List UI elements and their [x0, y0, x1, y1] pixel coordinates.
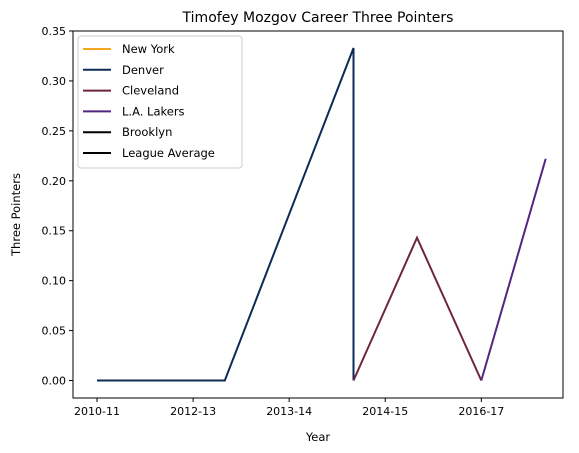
x-tick-label: 2010-11	[74, 405, 120, 418]
y-axis-label: Three Pointers	[9, 173, 23, 257]
y-tick-label: 0.05	[42, 325, 67, 338]
x-tick-label: 2013-14	[266, 405, 312, 418]
y-tick-label: 0.25	[42, 125, 67, 138]
legend-entry-label: Cleveland	[122, 84, 179, 98]
y-tick-label: 0.00	[42, 375, 67, 388]
series-line-denver	[97, 47, 355, 382]
x-tick-label: 2016-17	[458, 405, 504, 418]
y-tick-label: 0.30	[42, 75, 67, 88]
legend-entry-label: Brooklyn	[122, 125, 172, 139]
y-tick-label: 0.10	[42, 275, 67, 288]
y-tick-label: 0.35	[42, 25, 67, 38]
chart-title: Timofey Mozgov Career Three Pointers	[182, 10, 454, 26]
legend-entry-label: L.A. Lakers	[122, 104, 185, 118]
x-tick-label: 2014-15	[362, 405, 408, 418]
x-tick-label: 2012-13	[170, 405, 216, 418]
legend-entry-label: Denver	[122, 63, 164, 77]
series-lines	[97, 47, 547, 382]
y-tick-label: 0.20	[42, 175, 67, 188]
legend-entry-label: League Average	[122, 146, 215, 160]
legend: New York Denver Cleveland L.A. Lakers Brookl…	[77, 35, 243, 169]
axis-ticks: 0.00 0.05 0.10 0.15 0.20 0.25 0.30 0.35 2010-11 2…	[42, 25, 505, 418]
series-line-l-a-lakers	[480, 158, 547, 381]
legend-entry-label: New York	[122, 42, 175, 56]
x-axis-label: Year	[305, 430, 331, 444]
legend-box	[77, 35, 243, 169]
series-line-cleveland	[352, 235, 483, 381]
plot-area-frame	[72, 30, 564, 399]
y-tick-label: 0.15	[42, 225, 67, 238]
